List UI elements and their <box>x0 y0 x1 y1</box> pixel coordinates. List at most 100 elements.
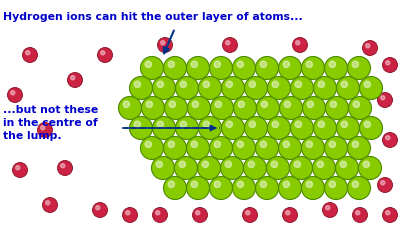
Circle shape <box>290 157 312 180</box>
Circle shape <box>134 121 140 128</box>
Circle shape <box>352 207 368 223</box>
Circle shape <box>386 136 390 140</box>
Circle shape <box>152 117 176 140</box>
Circle shape <box>318 121 324 128</box>
Circle shape <box>192 207 208 223</box>
Circle shape <box>176 76 198 99</box>
Circle shape <box>238 101 244 108</box>
Circle shape <box>192 101 198 108</box>
Circle shape <box>292 38 308 52</box>
Circle shape <box>249 81 256 88</box>
Circle shape <box>222 76 244 99</box>
Circle shape <box>362 40 378 56</box>
Circle shape <box>220 157 244 180</box>
Circle shape <box>290 117 314 140</box>
Circle shape <box>256 176 278 200</box>
Circle shape <box>386 211 390 215</box>
Circle shape <box>290 76 314 99</box>
Circle shape <box>237 61 244 68</box>
Circle shape <box>307 101 314 108</box>
Circle shape <box>61 164 65 168</box>
Circle shape <box>179 161 186 168</box>
Circle shape <box>314 76 336 99</box>
Circle shape <box>8 88 22 103</box>
Circle shape <box>145 61 152 68</box>
Circle shape <box>164 97 188 119</box>
Circle shape <box>280 97 302 119</box>
Circle shape <box>256 97 280 119</box>
Circle shape <box>366 44 370 48</box>
Circle shape <box>329 181 336 188</box>
Circle shape <box>336 76 360 99</box>
Circle shape <box>244 117 268 140</box>
Circle shape <box>191 61 198 68</box>
Circle shape <box>202 161 208 168</box>
Circle shape <box>12 162 28 178</box>
Circle shape <box>312 157 336 180</box>
Circle shape <box>363 161 370 168</box>
Circle shape <box>146 101 152 108</box>
Circle shape <box>186 56 210 79</box>
Circle shape <box>296 41 300 45</box>
Circle shape <box>256 137 278 160</box>
Circle shape <box>196 211 200 215</box>
Circle shape <box>203 81 210 88</box>
Circle shape <box>169 101 176 108</box>
Circle shape <box>324 137 348 160</box>
Circle shape <box>180 81 186 88</box>
Circle shape <box>198 76 222 99</box>
Circle shape <box>249 121 256 128</box>
Circle shape <box>164 176 186 200</box>
Circle shape <box>386 61 390 65</box>
Circle shape <box>381 96 385 100</box>
Circle shape <box>341 121 348 128</box>
Circle shape <box>98 47 112 63</box>
Circle shape <box>191 141 198 148</box>
Circle shape <box>260 61 266 68</box>
Circle shape <box>295 81 302 88</box>
Circle shape <box>234 97 256 119</box>
Circle shape <box>210 176 232 200</box>
Circle shape <box>214 61 220 68</box>
Circle shape <box>210 56 232 79</box>
Circle shape <box>38 122 52 137</box>
Circle shape <box>302 176 324 200</box>
Circle shape <box>336 157 358 180</box>
Circle shape <box>126 211 130 215</box>
Circle shape <box>324 56 348 79</box>
Circle shape <box>237 141 244 148</box>
Circle shape <box>348 137 370 160</box>
Circle shape <box>176 117 198 140</box>
Circle shape <box>92 202 108 218</box>
Circle shape <box>168 61 174 68</box>
Circle shape <box>283 61 290 68</box>
Circle shape <box>71 76 75 80</box>
Circle shape <box>215 101 222 108</box>
Circle shape <box>134 81 140 88</box>
Circle shape <box>237 181 244 188</box>
Circle shape <box>16 166 20 170</box>
Circle shape <box>210 137 232 160</box>
Circle shape <box>46 201 50 205</box>
Circle shape <box>198 117 222 140</box>
Circle shape <box>324 176 348 200</box>
Circle shape <box>156 211 160 215</box>
Circle shape <box>306 181 312 188</box>
Circle shape <box>226 81 232 88</box>
Circle shape <box>260 141 266 148</box>
Circle shape <box>188 97 210 119</box>
Circle shape <box>284 101 290 108</box>
Circle shape <box>222 117 244 140</box>
Circle shape <box>382 207 398 223</box>
Circle shape <box>306 61 312 68</box>
Circle shape <box>341 81 348 88</box>
Circle shape <box>214 181 220 188</box>
Circle shape <box>330 101 336 108</box>
Circle shape <box>382 58 398 72</box>
Circle shape <box>283 141 290 148</box>
Circle shape <box>266 157 290 180</box>
Circle shape <box>174 157 198 180</box>
Circle shape <box>248 161 254 168</box>
Circle shape <box>186 137 210 160</box>
Circle shape <box>260 181 266 188</box>
